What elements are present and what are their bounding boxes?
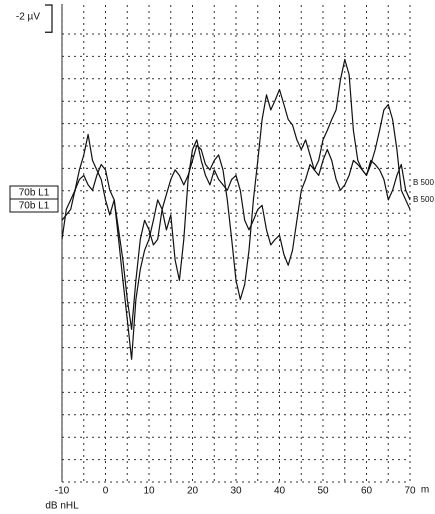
- x-axis-label: m: [421, 485, 429, 496]
- x-tick-label: 50: [317, 486, 329, 497]
- x-tick-label: 0: [103, 486, 109, 497]
- x-tick-label: 70: [404, 486, 416, 497]
- legend-label: 70b L1: [19, 188, 50, 199]
- legend-box: [9, 198, 59, 213]
- x-tick-label: 20: [187, 486, 199, 497]
- legend-label: 70b L1: [19, 201, 50, 212]
- x-tick-label: 30: [230, 486, 242, 497]
- x-tick-label: 60: [361, 486, 373, 497]
- end-label: B 500: [413, 195, 434, 204]
- level-label: dB nHL: [45, 501, 79, 512]
- waveform: [61, 58, 411, 330]
- scale-bar-label: -2 µV: [16, 12, 40, 23]
- x-tick-label: 10: [143, 486, 155, 497]
- x-tick-label: 40: [274, 486, 286, 497]
- x-tick-label: -10: [55, 486, 70, 497]
- waveform: [61, 133, 411, 360]
- end-label: B 500: [413, 178, 434, 187]
- scale-bar: [45, 4, 53, 33]
